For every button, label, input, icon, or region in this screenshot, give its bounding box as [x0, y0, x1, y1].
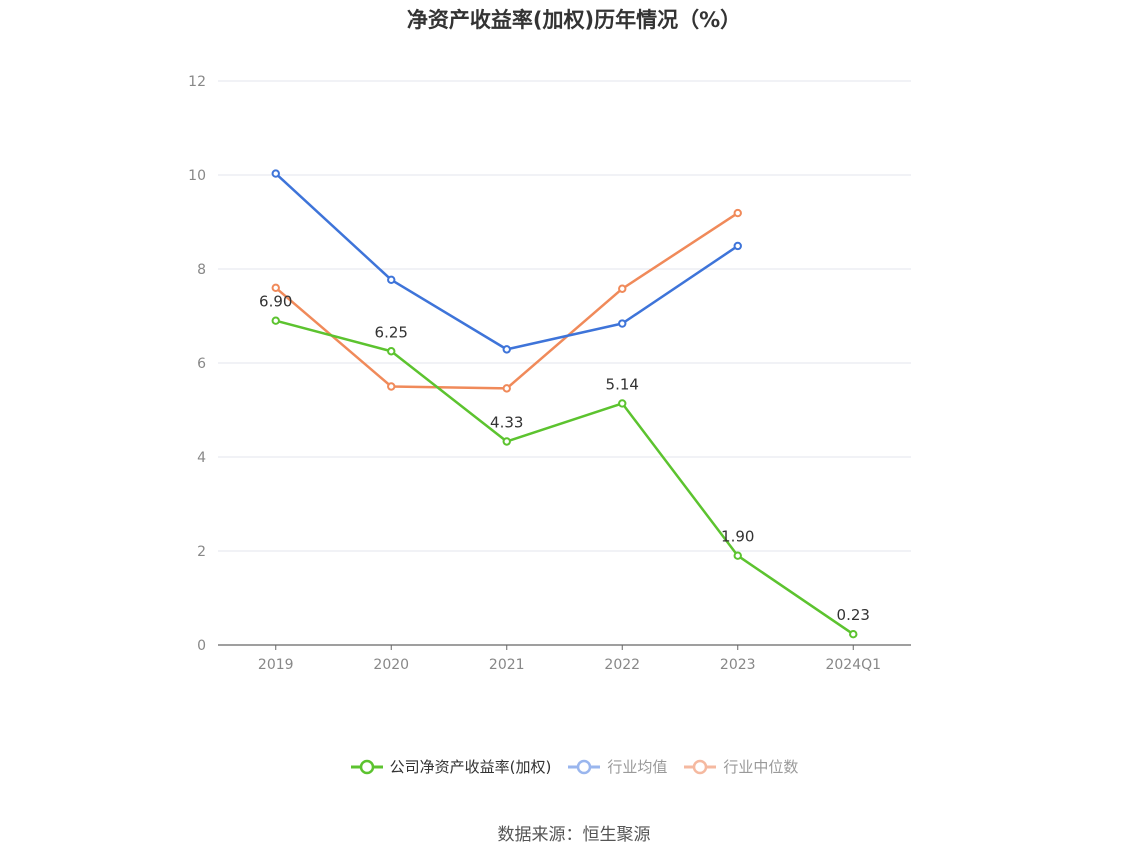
chart-title: 净资产收益率(加权)历年情况（%）: [406, 8, 742, 32]
data-source: 数据来源：恒生聚源: [497, 825, 651, 845]
data-label: 4.33: [490, 413, 523, 431]
data-point-s2-3: [618, 284, 627, 293]
legend-item-industry-mean[interactable]: 行业均值: [567, 756, 667, 777]
legend-marker-orange-icon: [684, 759, 717, 774]
x-tick-label: 2019: [258, 657, 294, 673]
data-point-s1-0: [271, 169, 280, 178]
y-tick-label: 6: [197, 356, 206, 372]
data-point-s1-2: [502, 345, 511, 354]
y-tick-label: 8: [197, 262, 206, 278]
legend-label-industry-median: 行业中位数: [723, 758, 799, 776]
y-tick-label: 2: [197, 544, 206, 560]
y-tick-label: 0: [197, 638, 206, 654]
legend-item-industry-median[interactable]: 行业中位数: [683, 756, 798, 777]
data-point-s2-4: [733, 208, 742, 218]
data-point-s0-0: [271, 316, 280, 325]
series-line-0: [275, 319, 854, 636]
line-chart: 0 2 4 6 8 10 12 2019 2020 2021 2022 2023 2024Q1 6.90 6…: [188, 74, 911, 673]
y-tick-label: 10: [188, 168, 206, 184]
y-tick-label: 12: [188, 74, 206, 90]
legend-marker-green-icon: [350, 759, 383, 774]
data-point-s1-1: [387, 275, 396, 285]
data-label: 6.25: [375, 323, 408, 341]
data-point-s0-2: [502, 437, 511, 446]
x-tick-label: 2022: [604, 657, 640, 673]
data-point-s0-4: [733, 551, 742, 560]
data-label: 0.23: [837, 606, 870, 624]
data-point-s0-1: [387, 347, 396, 356]
data-point-s2-2: [502, 384, 511, 393]
data-point-s2-0: [271, 283, 280, 292]
data-point-s1-3: [618, 319, 627, 328]
data-point-s0-5: [849, 629, 858, 639]
x-tick-label: 2023: [720, 657, 756, 673]
data-label: 1.90: [721, 528, 754, 546]
x-tick-label: 2021: [489, 657, 525, 673]
data-point-s2-1: [387, 382, 396, 391]
x-tick-label: 2024Q1: [825, 657, 881, 673]
data-point-s1-4: [733, 241, 742, 251]
data-label: 5.14: [606, 375, 639, 393]
x-tick-label: 2020: [373, 657, 409, 673]
series-line-2: [274, 212, 739, 390]
legend-label-industry-mean: 行业均值: [607, 758, 668, 776]
legend-label-company-roe: 公司净资产收益率(加权): [389, 758, 552, 776]
series-line-1: [274, 172, 739, 351]
legend-marker-blue-icon: [568, 759, 601, 774]
data-label: 6.90: [259, 293, 292, 311]
legend-item-company-roe[interactable]: 公司净资产收益率(加权): [350, 756, 552, 777]
chart-legend: 公司净资产收益率(加权) 行业均值 行业中位数: [0, 756, 1148, 777]
data-point-s0-3: [618, 399, 627, 408]
y-tick-label: 4: [197, 450, 206, 466]
